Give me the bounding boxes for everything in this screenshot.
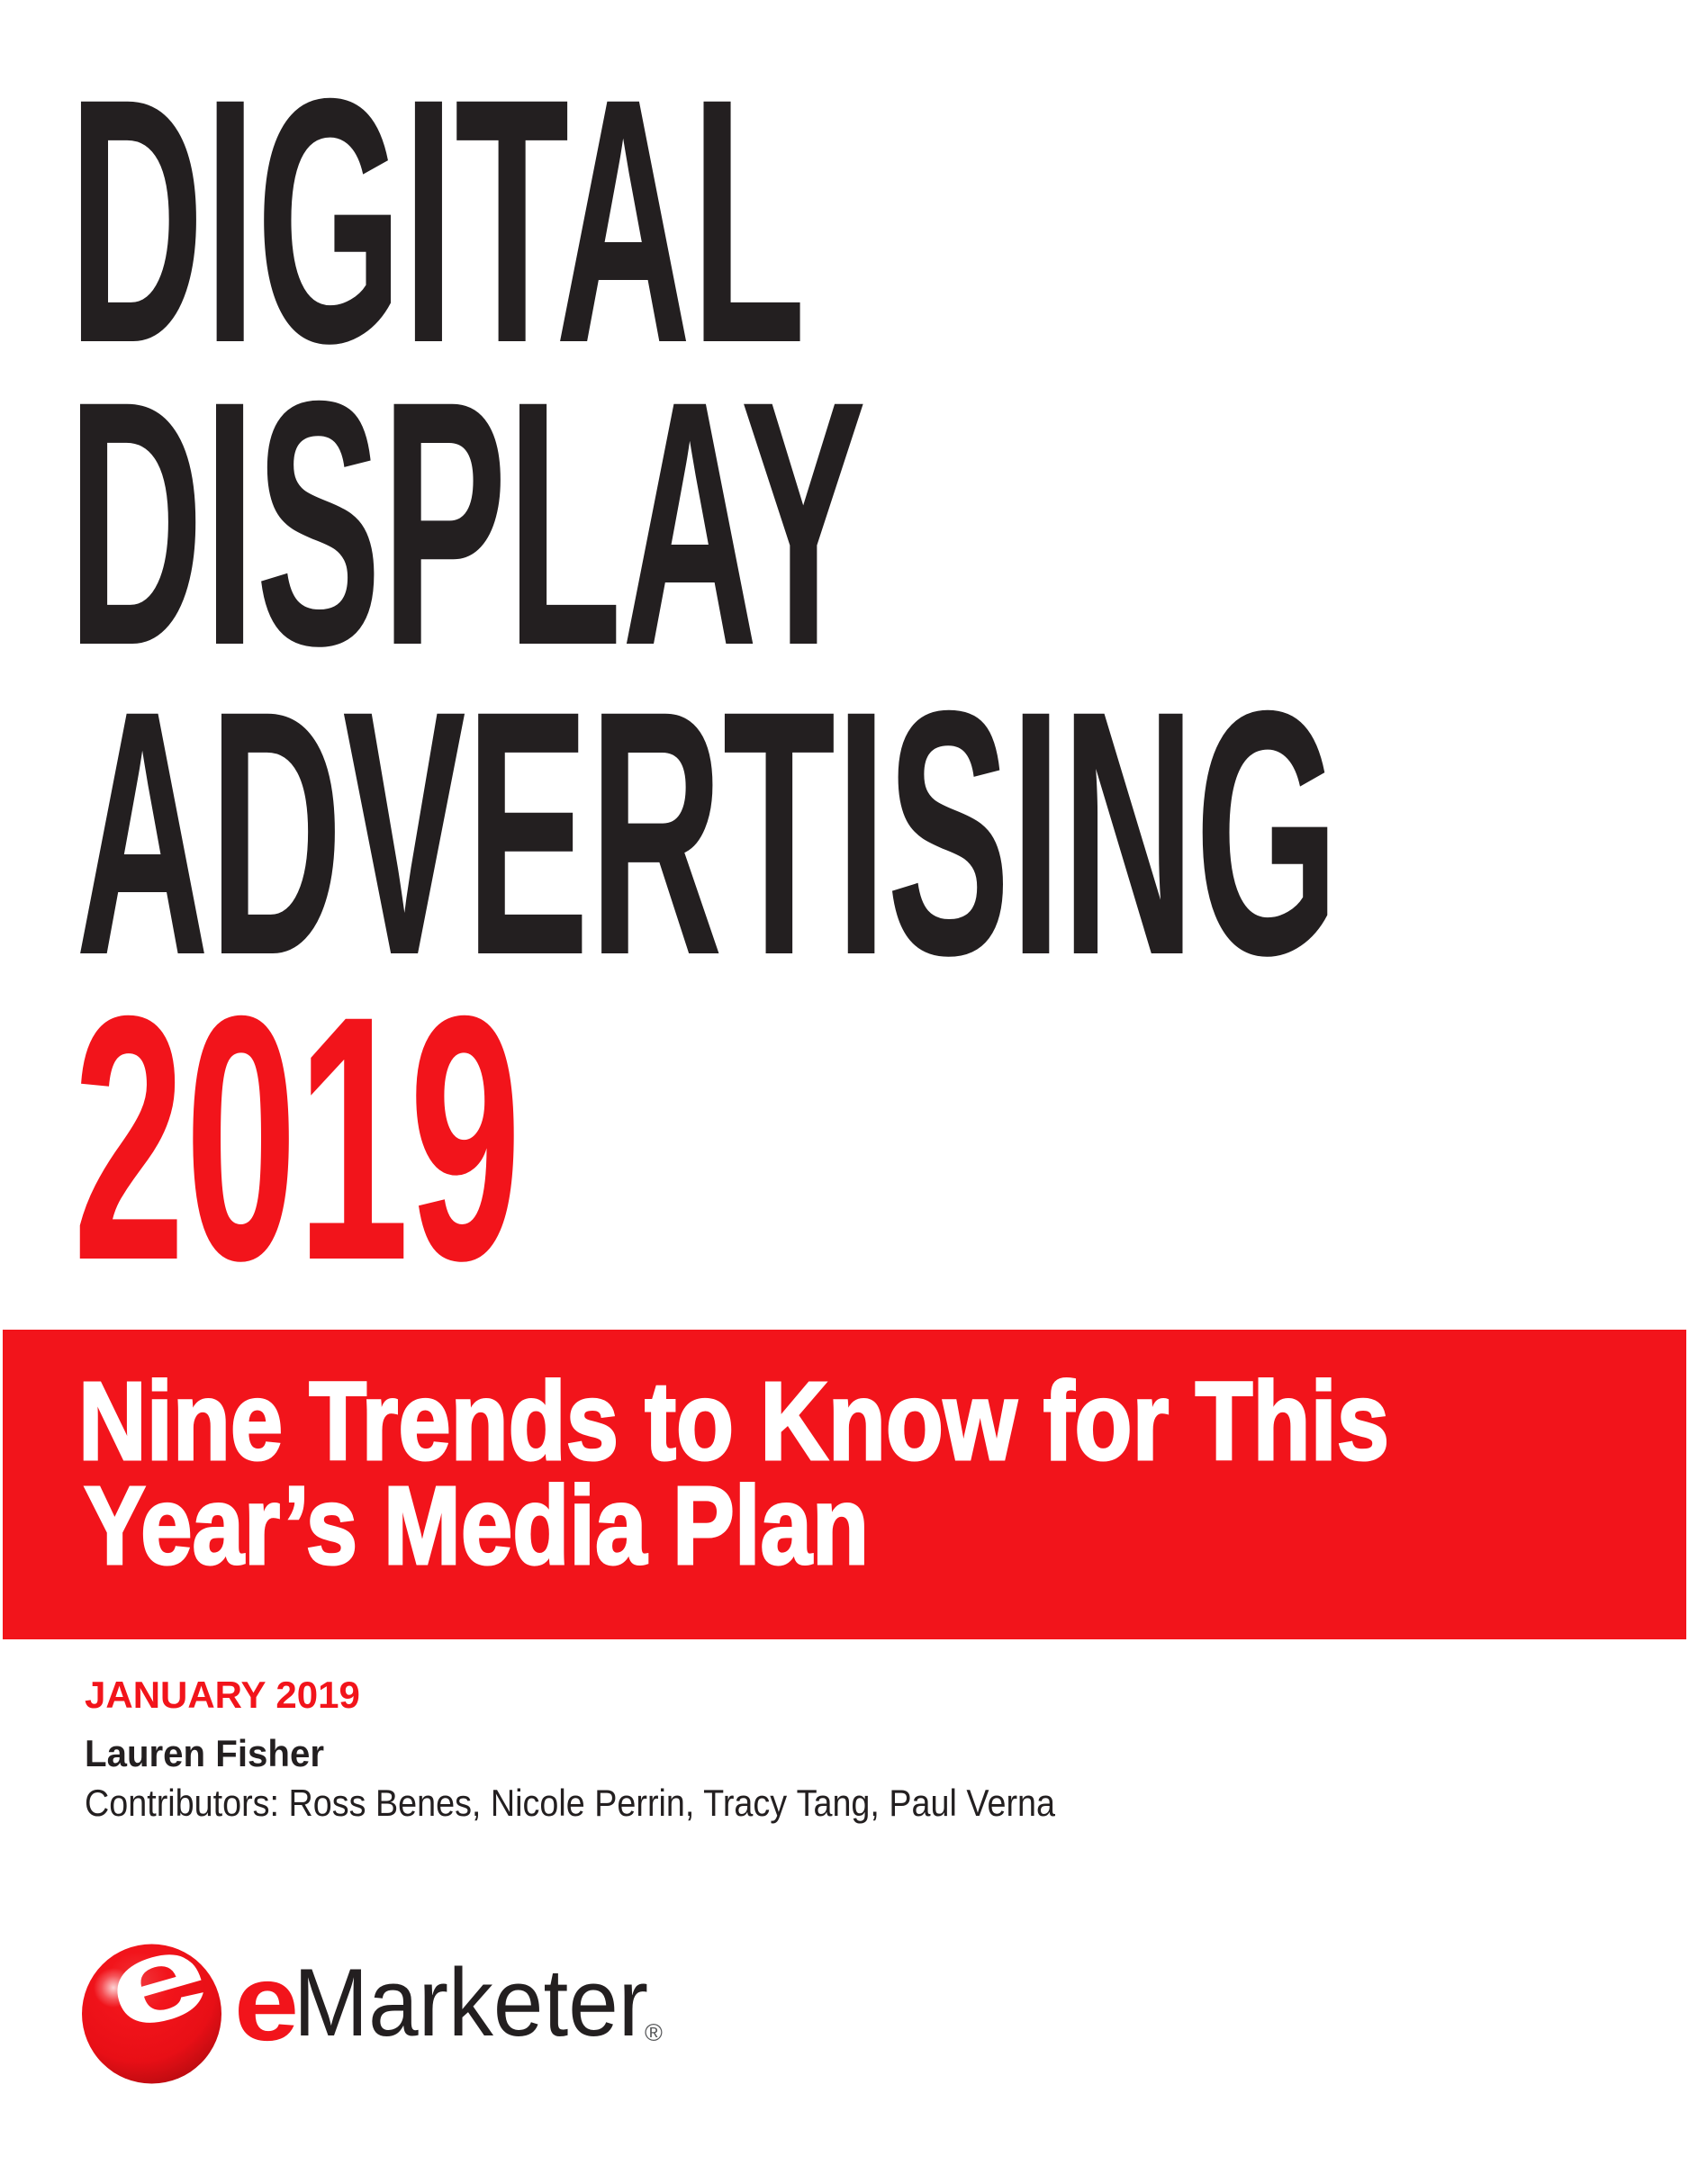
svg-text:ADVERTISING: ADVERTISING xyxy=(76,639,1339,1028)
svg-text:e: e xyxy=(234,1941,299,2063)
svg-text:Lauren Fisher: Lauren Fisher xyxy=(85,1732,324,1774)
svg-text:2019: 2019 xyxy=(73,944,521,1333)
svg-text:Year’s Media Plan: Year’s Media Plan xyxy=(84,1465,869,1588)
svg-text:Contributors: Ross Benes, Nico: Contributors: Ross Benes, Nicole Perrin,… xyxy=(85,1782,1056,1824)
svg-text:®: ® xyxy=(645,2019,663,2046)
svg-text:Nine Trends to Know for This: Nine Trends to Know for This xyxy=(78,1360,1389,1484)
svg-text:DISPLAY: DISPLAY xyxy=(68,329,866,718)
svg-text:DIGITAL: DIGITAL xyxy=(68,27,806,416)
svg-text:JANUARY 2019: JANUARY 2019 xyxy=(85,1674,360,1716)
svg-text:Marketer: Marketer xyxy=(294,1948,648,2056)
